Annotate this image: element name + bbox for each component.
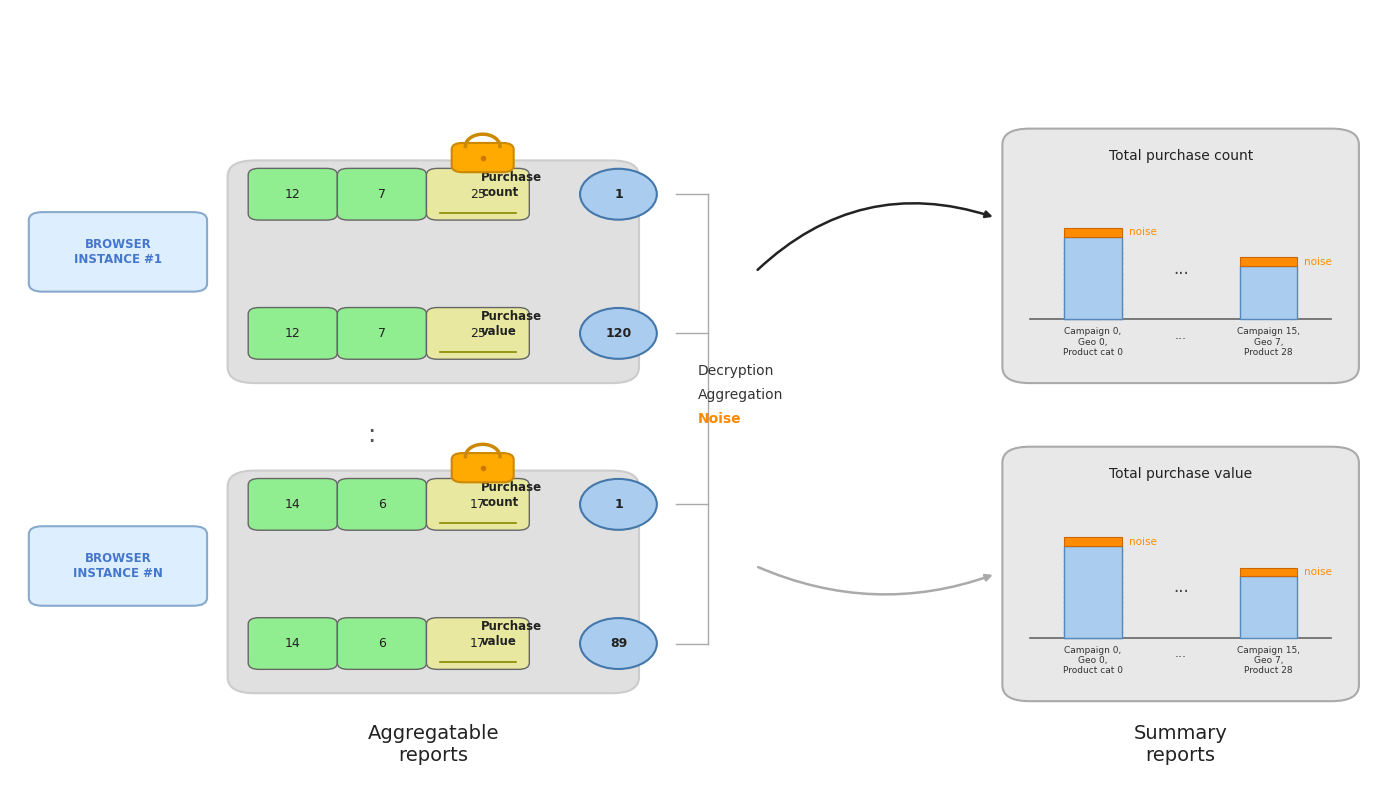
Bar bbox=[1063, 537, 1121, 546]
FancyBboxPatch shape bbox=[249, 168, 338, 220]
Bar bbox=[1063, 546, 1121, 638]
Text: ...: ... bbox=[1173, 259, 1189, 278]
Text: Purchase
value: Purchase value bbox=[481, 310, 543, 338]
Text: Campaign 15,
Geo 7,
Product 28: Campaign 15, Geo 7, Product 28 bbox=[1237, 646, 1300, 675]
Text: ...: ... bbox=[1175, 647, 1187, 660]
FancyBboxPatch shape bbox=[29, 526, 207, 606]
FancyBboxPatch shape bbox=[228, 471, 639, 693]
Text: 14: 14 bbox=[284, 498, 301, 511]
Bar bbox=[1063, 237, 1121, 319]
Text: Aggregatable
reports: Aggregatable reports bbox=[368, 725, 499, 765]
FancyBboxPatch shape bbox=[452, 143, 514, 172]
Text: 12: 12 bbox=[284, 327, 301, 340]
Text: ...: ... bbox=[1173, 578, 1189, 595]
Text: ...: ... bbox=[1175, 329, 1187, 342]
Text: Decryption: Decryption bbox=[698, 364, 775, 378]
Text: noise: noise bbox=[1128, 227, 1157, 237]
Text: Purchase
count: Purchase count bbox=[481, 171, 543, 199]
Text: 25: 25 bbox=[470, 327, 486, 340]
Text: BROWSER
INSTANCE #N: BROWSER INSTANCE #N bbox=[73, 552, 164, 580]
FancyBboxPatch shape bbox=[1003, 128, 1359, 383]
Text: 6: 6 bbox=[378, 498, 386, 511]
FancyBboxPatch shape bbox=[338, 618, 426, 670]
FancyBboxPatch shape bbox=[338, 479, 426, 530]
Ellipse shape bbox=[580, 169, 657, 219]
Text: 6: 6 bbox=[378, 637, 386, 650]
Text: Purchase
value: Purchase value bbox=[481, 620, 543, 648]
Text: noise: noise bbox=[1128, 536, 1157, 547]
FancyBboxPatch shape bbox=[426, 618, 529, 670]
Text: Purchase
count: Purchase count bbox=[481, 481, 543, 509]
Text: Summary
reports: Summary reports bbox=[1134, 725, 1227, 765]
Text: 7: 7 bbox=[378, 327, 386, 340]
Bar bbox=[1239, 266, 1297, 319]
Text: Aggregation: Aggregation bbox=[698, 388, 783, 402]
FancyBboxPatch shape bbox=[426, 479, 529, 530]
Text: Noise: Noise bbox=[698, 412, 742, 426]
Bar bbox=[1063, 228, 1121, 237]
Text: Campaign 0,
Geo 0,
Product cat 0: Campaign 0, Geo 0, Product cat 0 bbox=[1063, 646, 1123, 675]
FancyBboxPatch shape bbox=[338, 307, 426, 359]
Text: :: : bbox=[367, 423, 376, 447]
Text: 120: 120 bbox=[606, 327, 632, 340]
Text: 1: 1 bbox=[614, 188, 622, 201]
Ellipse shape bbox=[580, 618, 657, 669]
FancyBboxPatch shape bbox=[1003, 447, 1359, 701]
Text: 1: 1 bbox=[614, 498, 622, 511]
FancyBboxPatch shape bbox=[426, 307, 529, 359]
FancyBboxPatch shape bbox=[426, 168, 529, 220]
Text: 7: 7 bbox=[378, 188, 386, 201]
FancyBboxPatch shape bbox=[452, 453, 514, 482]
FancyBboxPatch shape bbox=[249, 618, 338, 670]
Bar bbox=[1239, 257, 1297, 266]
Text: 89: 89 bbox=[610, 637, 627, 650]
Ellipse shape bbox=[580, 308, 657, 359]
FancyBboxPatch shape bbox=[228, 160, 639, 383]
Bar bbox=[1239, 576, 1297, 638]
Text: Campaign 15,
Geo 7,
Product 28: Campaign 15, Geo 7, Product 28 bbox=[1237, 327, 1300, 358]
FancyBboxPatch shape bbox=[249, 307, 338, 359]
Text: 17: 17 bbox=[470, 498, 486, 511]
Text: noise: noise bbox=[1304, 257, 1331, 267]
FancyBboxPatch shape bbox=[338, 168, 426, 220]
Text: BROWSER
INSTANCE #1: BROWSER INSTANCE #1 bbox=[74, 238, 162, 266]
Text: 25: 25 bbox=[470, 188, 486, 201]
Text: Total purchase count: Total purchase count bbox=[1109, 148, 1253, 163]
Ellipse shape bbox=[580, 479, 657, 530]
FancyBboxPatch shape bbox=[29, 212, 207, 291]
Text: 12: 12 bbox=[284, 188, 301, 201]
Text: 14: 14 bbox=[284, 637, 301, 650]
Text: Total purchase value: Total purchase value bbox=[1109, 467, 1252, 480]
Bar bbox=[1239, 567, 1297, 576]
Text: 17: 17 bbox=[470, 637, 486, 650]
FancyBboxPatch shape bbox=[249, 479, 338, 530]
Text: noise: noise bbox=[1304, 567, 1331, 577]
Text: Campaign 0,
Geo 0,
Product cat 0: Campaign 0, Geo 0, Product cat 0 bbox=[1063, 327, 1123, 358]
